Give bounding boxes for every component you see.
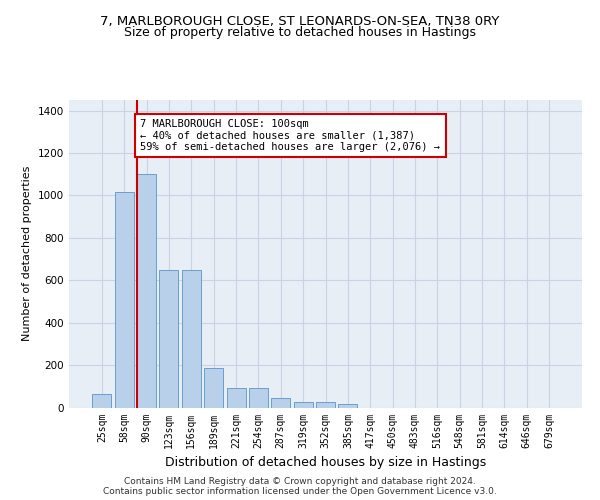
Text: Contains HM Land Registry data © Crown copyright and database right 2024.: Contains HM Land Registry data © Crown c… (124, 476, 476, 486)
Text: 7, MARLBOROUGH CLOSE, ST LEONARDS-ON-SEA, TN38 0RY: 7, MARLBOROUGH CLOSE, ST LEONARDS-ON-SEA… (100, 14, 500, 28)
Bar (249, 388, 268, 407)
Text: Size of property relative to detached houses in Hastings: Size of property relative to detached ho… (124, 26, 476, 39)
Bar (293, 402, 313, 407)
Text: Contains public sector information licensed under the Open Government Licence v3: Contains public sector information licen… (103, 486, 497, 496)
Bar (160, 270, 178, 407)
Bar (338, 404, 358, 407)
Bar (92, 394, 112, 407)
X-axis label: Distribution of detached houses by size in Hastings: Distribution of detached houses by size … (165, 456, 486, 469)
Bar (204, 368, 223, 408)
Bar (227, 388, 245, 407)
Bar (115, 192, 134, 408)
Text: 7 MARLBOROUGH CLOSE: 100sqm
← 40% of detached houses are smaller (1,387)
59% of : 7 MARLBOROUGH CLOSE: 100sqm ← 40% of det… (140, 119, 440, 152)
Bar (271, 398, 290, 407)
Bar (316, 402, 335, 407)
Bar (182, 270, 201, 407)
Bar (137, 174, 156, 408)
Y-axis label: Number of detached properties: Number of detached properties (22, 166, 32, 342)
